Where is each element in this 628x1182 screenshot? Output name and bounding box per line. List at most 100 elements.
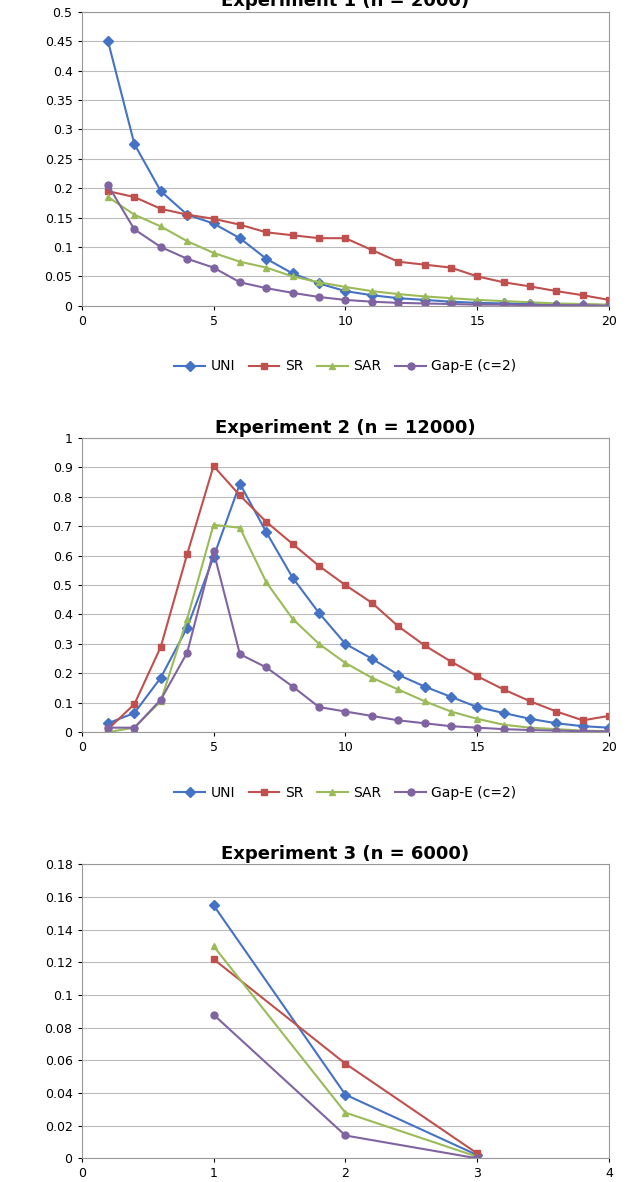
UNI xyxy=(104,716,112,730)
Gap-E (c=2) xyxy=(394,296,402,310)
UNI xyxy=(579,298,587,312)
UNI xyxy=(474,700,481,714)
UNI xyxy=(553,716,560,730)
Gap-E (c=2) xyxy=(526,298,534,312)
SR xyxy=(236,488,244,502)
SR xyxy=(131,190,138,204)
Gap-E (c=2) xyxy=(500,722,507,736)
SR xyxy=(263,515,270,530)
Gap-E (c=2) xyxy=(342,704,349,719)
SR xyxy=(447,655,455,669)
SAR xyxy=(474,1150,481,1164)
SR xyxy=(421,258,428,272)
UNI xyxy=(526,712,534,726)
UNI xyxy=(474,1148,481,1162)
Line: SR: SR xyxy=(210,955,481,1157)
Line: SR: SR xyxy=(104,188,613,304)
SAR xyxy=(157,694,165,708)
SAR xyxy=(315,275,323,290)
Legend: UNI, SR, SAR, Gap-E (c=2): UNI, SR, SAR, Gap-E (c=2) xyxy=(169,780,522,805)
Gap-E (c=2) xyxy=(131,721,138,735)
SAR xyxy=(474,712,481,726)
SR xyxy=(131,697,138,712)
UNI xyxy=(289,266,296,280)
UNI xyxy=(210,550,217,564)
SR xyxy=(394,619,402,634)
Gap-E (c=2) xyxy=(210,544,217,558)
Gap-E (c=2) xyxy=(605,725,613,739)
Gap-E (c=2) xyxy=(342,1129,349,1143)
Gap-E (c=2) xyxy=(447,297,455,311)
Gap-E (c=2) xyxy=(157,240,165,254)
SR xyxy=(368,242,376,256)
Gap-E (c=2) xyxy=(394,713,402,727)
SAR xyxy=(236,520,244,534)
SAR xyxy=(605,298,613,312)
UNI xyxy=(394,668,402,682)
SAR xyxy=(526,721,534,735)
SR xyxy=(315,232,323,246)
SR xyxy=(421,638,428,652)
SR xyxy=(526,694,534,708)
SAR xyxy=(183,234,191,248)
UNI xyxy=(553,298,560,312)
SAR xyxy=(474,293,481,307)
SAR xyxy=(368,284,376,298)
SR xyxy=(263,226,270,240)
Gap-E (c=2) xyxy=(553,723,560,738)
Gap-E (c=2) xyxy=(579,298,587,312)
UNI xyxy=(104,34,112,48)
UNI xyxy=(183,621,191,635)
UNI xyxy=(605,721,613,735)
UNI xyxy=(579,719,587,733)
Line: Gap-E (c=2): Gap-E (c=2) xyxy=(104,182,613,310)
SAR xyxy=(342,280,349,294)
Gap-E (c=2) xyxy=(474,298,481,312)
Gap-E (c=2) xyxy=(104,721,112,735)
Gap-E (c=2) xyxy=(447,719,455,733)
Gap-E (c=2) xyxy=(183,252,191,266)
Gap-E (c=2) xyxy=(157,693,165,707)
SAR xyxy=(368,670,376,684)
UNI xyxy=(526,297,534,311)
Gap-E (c=2) xyxy=(104,178,112,193)
SAR xyxy=(421,694,428,708)
SAR xyxy=(210,246,217,260)
SAR xyxy=(263,260,270,274)
Gap-E (c=2) xyxy=(315,700,323,714)
Gap-E (c=2) xyxy=(289,680,296,694)
SR xyxy=(210,212,217,226)
SAR xyxy=(157,220,165,234)
SR xyxy=(289,537,296,551)
SR xyxy=(474,669,481,683)
SAR xyxy=(394,682,402,696)
Gap-E (c=2) xyxy=(368,709,376,723)
SR xyxy=(553,284,560,298)
SAR xyxy=(526,296,534,310)
SR xyxy=(315,559,323,573)
SAR xyxy=(104,725,112,739)
SR xyxy=(579,288,587,303)
Gap-E (c=2) xyxy=(263,281,270,296)
Line: UNI: UNI xyxy=(104,480,613,732)
SAR xyxy=(342,656,349,670)
Line: SAR: SAR xyxy=(104,194,613,309)
SR xyxy=(210,459,217,473)
Gap-E (c=2) xyxy=(474,1151,481,1165)
Line: Gap-E (c=2): Gap-E (c=2) xyxy=(210,1011,481,1162)
SAR xyxy=(394,287,402,301)
UNI xyxy=(421,293,428,307)
Title: Experiment 3 (n = 6000): Experiment 3 (n = 6000) xyxy=(221,845,470,863)
UNI xyxy=(236,232,244,246)
SAR xyxy=(289,612,296,626)
Legend: UNI, SR, SAR, Gap-E (c=2): UNI, SR, SAR, Gap-E (c=2) xyxy=(169,353,522,379)
SR xyxy=(289,228,296,242)
Line: UNI: UNI xyxy=(210,902,481,1158)
SR xyxy=(368,596,376,610)
SR xyxy=(342,578,349,592)
SAR xyxy=(421,290,428,304)
Line: Gap-E (c=2): Gap-E (c=2) xyxy=(104,547,613,735)
Title: Experiment 1 (n = 2000): Experiment 1 (n = 2000) xyxy=(221,0,470,11)
Line: UNI: UNI xyxy=(104,38,613,309)
SAR xyxy=(183,612,191,626)
